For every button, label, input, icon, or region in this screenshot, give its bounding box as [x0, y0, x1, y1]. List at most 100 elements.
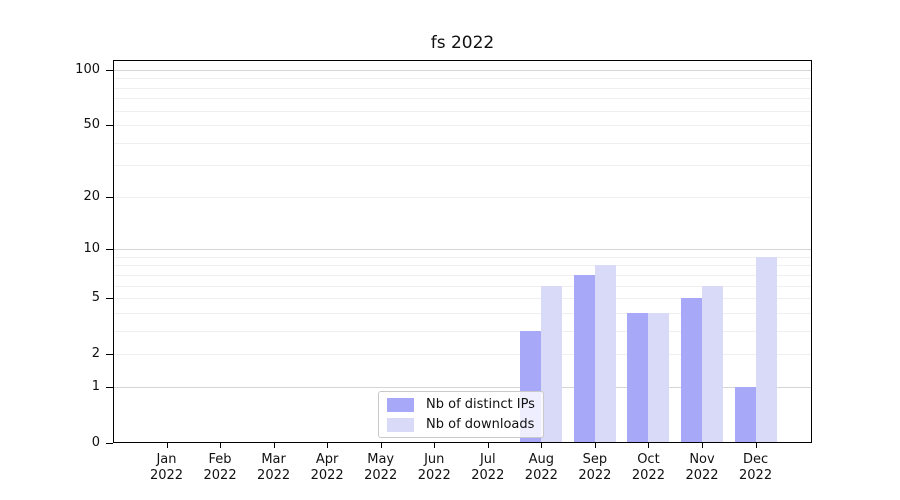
- y-axis-tick-label: 1: [91, 378, 100, 394]
- legend-label-downloads: Nb of downloads: [426, 417, 535, 432]
- x-axis-tick-label: Sep 2022: [567, 452, 623, 484]
- x-axis-tick-label: Oct 2022: [620, 452, 676, 484]
- x-axis-tick: [166, 443, 168, 448]
- y-axis-tick-label: 10: [83, 241, 100, 257]
- x-axis-tick: [702, 443, 703, 448]
- x-label-month: Dec: [742, 452, 769, 467]
- y-axis-tick: [106, 386, 113, 388]
- bar-distinct-ips-dec: [734, 386, 756, 442]
- y-axis-tick-label: 5: [91, 290, 100, 306]
- x-axis-tick-label: Jul 2022: [460, 452, 516, 484]
- gridline-minor: [114, 87, 811, 89]
- gridline-major: [114, 386, 811, 388]
- x-axis-tick: [327, 443, 329, 448]
- bar-downloads-oct: [648, 312, 670, 442]
- x-label-year: 2022: [471, 468, 505, 483]
- gridline-minor: [114, 256, 811, 258]
- y-axis-tick: [106, 70, 113, 71]
- bar-distinct-ips-sep: [573, 274, 595, 442]
- x-axis-tick-label: Aug 2022: [513, 452, 569, 484]
- gridline-minor: [114, 312, 811, 314]
- x-label-month: Apr: [315, 452, 339, 467]
- x-label-month: Feb: [208, 452, 232, 467]
- y-axis-tick: [106, 443, 113, 444]
- x-label-year: 2022: [417, 468, 451, 483]
- x-label-month: Oct: [637, 452, 660, 467]
- x-label-month: Aug: [528, 452, 555, 467]
- x-axis-tick: [648, 443, 650, 448]
- gridline-minor: [114, 125, 811, 127]
- x-label-month: Jul: [479, 452, 496, 467]
- x-label-month: Nov: [689, 452, 715, 467]
- x-label-year: 2022: [739, 468, 773, 483]
- bar-downloads-nov: [702, 285, 723, 442]
- gridline-minor: [114, 274, 811, 276]
- x-axis-tick-label: Feb 2022: [192, 452, 248, 484]
- x-label-month: Jun: [424, 452, 445, 467]
- x-label-year: 2022: [524, 468, 558, 483]
- x-label-year: 2022: [149, 468, 184, 483]
- x-label-year: 2022: [203, 468, 237, 483]
- legend-swatch-downloads-icon: [387, 417, 414, 432]
- gridline-minor: [114, 298, 811, 300]
- x-label-year: 2022: [631, 468, 665, 483]
- x-label-year: 2022: [310, 468, 344, 483]
- x-axis-tick: [594, 443, 596, 448]
- x-axis-tick-label: Mar 2022: [246, 452, 302, 484]
- legend-item-downloads: Nb of downloads: [387, 417, 535, 432]
- x-axis-tick: [273, 443, 275, 448]
- gridline-minor: [114, 110, 811, 112]
- x-axis-tick: [380, 443, 382, 448]
- x-axis-tick: [434, 443, 436, 448]
- x-axis-tick: [220, 443, 222, 448]
- y-axis-tick-label: 0: [91, 435, 100, 450]
- x-axis-tick-label: Jan 2022: [139, 452, 195, 484]
- y-axis-tick-label: 50: [83, 117, 100, 133]
- x-label-year: 2022: [685, 468, 719, 483]
- legend-item-distinct-ips: Nb of distinct IPs: [387, 397, 535, 412]
- y-axis-tick-label: 100: [75, 62, 100, 77]
- x-axis-tick: [541, 443, 543, 448]
- gridline-minor: [114, 165, 811, 167]
- x-axis-tick-label: May 2022: [353, 452, 409, 484]
- gridline-minor: [114, 285, 811, 287]
- y-axis-tick: [106, 125, 113, 127]
- legend-swatch-distinct-ips-icon: [387, 397, 414, 412]
- x-axis-tick: [487, 443, 489, 448]
- bar-downloads-aug: [541, 285, 563, 442]
- gridline-minor: [114, 78, 811, 80]
- gridline-minor: [114, 196, 811, 198]
- legend: Nb of distinct IPs Nb of downloads: [378, 391, 544, 438]
- x-label-month: Sep: [582, 452, 608, 467]
- y-axis-tick: [106, 298, 113, 300]
- x-label-year: 2022: [578, 468, 612, 483]
- x-label-month: Mar: [261, 452, 286, 467]
- bar-downloads-sep: [594, 265, 616, 442]
- bar-distinct-ips-oct: [627, 312, 649, 442]
- gridline-major: [114, 249, 811, 251]
- x-axis-tick-label: Apr 2022: [299, 452, 355, 484]
- bar-distinct-ips-nov: [681, 298, 702, 442]
- x-label-month: May: [367, 452, 395, 467]
- legend-label-distinct-ips: Nb of distinct IPs: [426, 397, 535, 412]
- bar-downloads-dec: [755, 256, 777, 442]
- gridline-minor: [114, 98, 811, 100]
- x-axis-tick-label: Nov 2022: [674, 452, 730, 484]
- y-axis-tick: [106, 249, 113, 251]
- x-label-year: 2022: [257, 468, 291, 483]
- gridline-minor: [114, 142, 811, 144]
- y-axis-tick: [106, 196, 113, 198]
- y-axis-tick: [106, 354, 113, 356]
- chart-title: fs 2022: [430, 33, 495, 53]
- x-axis-tick-label: Dec 2022: [728, 452, 784, 484]
- x-label-month: Jan: [156, 452, 177, 467]
- gridline-major: [114, 70, 811, 71]
- y-axis-tick-label: 2: [91, 346, 100, 362]
- y-axis-tick-label: 20: [83, 188, 100, 204]
- gridline-minor: [114, 354, 811, 356]
- x-axis-tick-label: Jun 2022: [406, 452, 462, 484]
- x-label-year: 2022: [364, 468, 398, 483]
- gridline-minor: [114, 265, 811, 267]
- x-axis-tick: [755, 443, 757, 448]
